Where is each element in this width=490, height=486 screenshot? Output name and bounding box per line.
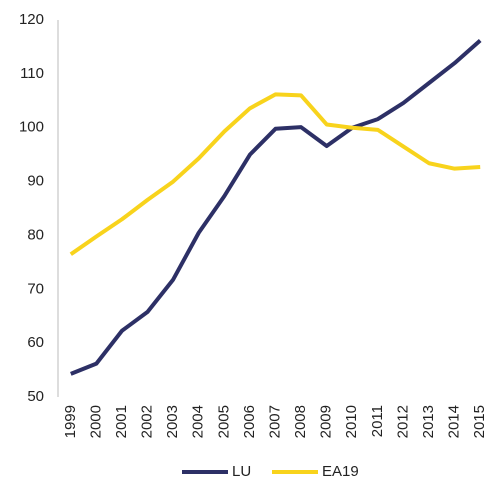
x-tick-label: 2012 [394, 405, 411, 438]
y-tick-label: 60 [27, 334, 44, 351]
series-line [70, 38, 482, 376]
y-tick-label: 80 [27, 226, 44, 243]
y-tick-label: 90 [27, 173, 44, 190]
x-tick-label: 2006 [241, 405, 258, 438]
x-tick-label: 2013 [420, 405, 437, 438]
x-tick-label: 1999 [62, 405, 79, 438]
x-tick-label: 2002 [139, 405, 156, 438]
y-tick-label: 70 [27, 280, 44, 297]
x-tick-label: 2009 [318, 405, 335, 438]
x-tick-label: 2001 [113, 405, 130, 438]
x-tick-label: 2010 [343, 405, 360, 438]
legend-label: EA19 [322, 463, 359, 480]
x-tick-label: 2000 [87, 405, 104, 438]
x-tick-label: 2014 [446, 405, 463, 438]
x-tick-label: 2004 [190, 405, 207, 438]
legend-label: LU [232, 463, 251, 480]
x-tick-label: 2011 [369, 405, 386, 437]
x-tick-label: 2007 [266, 405, 283, 438]
y-tick-label: 120 [19, 11, 44, 28]
x-tick-label: 2005 [215, 405, 232, 438]
series-line [69, 92, 481, 256]
y-tick-label: 100 [19, 119, 44, 136]
x-tick-label: 2008 [292, 405, 309, 438]
x-tick-label: 2015 [471, 405, 488, 438]
y-tick-label: 50 [27, 388, 44, 405]
x-tick-label: 2003 [164, 405, 181, 438]
y-tick-label: 110 [20, 65, 44, 82]
